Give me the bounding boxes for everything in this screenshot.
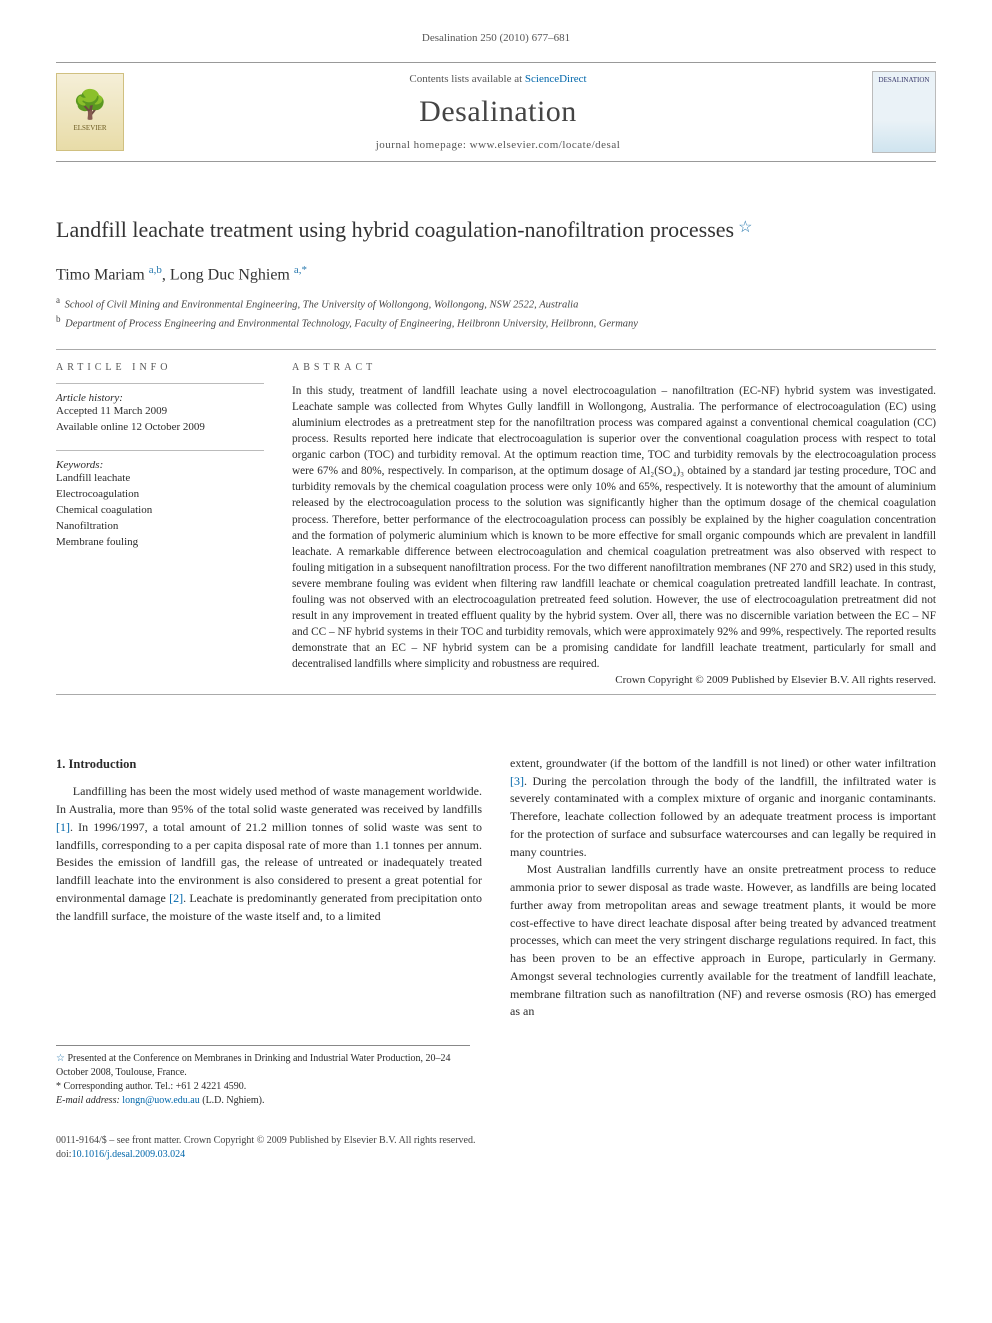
keywords-label: Keywords: — [56, 459, 264, 471]
keyword-1: Landfill leachate — [56, 471, 264, 487]
corresponding-marker: * — [302, 264, 308, 276]
author-2-affil: a, — [294, 264, 302, 276]
footnote-corr-text: Corresponding author. Tel.: +61 2 4221 4… — [64, 1081, 247, 1092]
author-1-name: Timo Mariam — [56, 266, 149, 283]
author-2-name: , Long Duc Nghiem — [162, 266, 294, 283]
footnote-presented-text: Presented at the Conference on Membranes… — [56, 1053, 451, 1078]
intro-para-1: Landfilling has been the most widely use… — [56, 783, 482, 925]
info-rule-1 — [56, 383, 264, 384]
elsevier-logo: 🌳 ELSEVIER — [56, 73, 124, 151]
journal-cover-label: DESALINATION — [879, 76, 930, 84]
article-title-block: Landfill leachate treatment using hybrid… — [56, 216, 936, 331]
contents-prefix: Contents lists available at — [409, 73, 524, 85]
footnote-email: E-mail address: longn@uow.edu.au (L.D. N… — [56, 1094, 470, 1108]
keyword-3: Chemical coagulation — [56, 503, 264, 519]
history-label: Article history: — [56, 392, 264, 404]
journal-cover-thumb: DESALINATION — [872, 71, 936, 153]
intro-para-3: Most Australian landfills currently have… — [510, 861, 936, 1021]
doi-label: doi: — [56, 1149, 72, 1160]
affiliations: a School of Civil Mining and Environment… — [56, 294, 936, 331]
homepage-url: www.elsevier.com/locate/desal — [470, 139, 621, 151]
abstract-column: ABSTRACT In this study, treatment of lan… — [292, 362, 936, 686]
running-head: Desalination 250 (2010) 677–681 — [56, 32, 936, 44]
abstract-text: In this study, treatment of landfill lea… — [292, 383, 936, 672]
body-two-column: 1. Introduction Landfilling has been the… — [56, 755, 936, 1021]
elsevier-logo-label: ELSEVIER — [73, 124, 106, 132]
journal-name: Desalination — [136, 95, 860, 129]
footnotes: ☆ Presented at the Conference on Membran… — [56, 1045, 470, 1108]
rule-mid — [56, 694, 936, 695]
title-footnote-marker: ☆ — [738, 219, 752, 236]
footnote-corr-marker: * — [56, 1081, 61, 1092]
keyword-4: Nanofiltration — [56, 519, 264, 535]
sciencedirect-link[interactable]: ScienceDirect — [525, 73, 587, 85]
footnote-star-icon: ☆ — [56, 1053, 65, 1064]
info-rule-2 — [56, 450, 264, 451]
section-1-heading: 1. Introduction — [56, 755, 482, 774]
abstract-heading: ABSTRACT — [292, 362, 936, 373]
history-online: Available online 12 October 2009 — [56, 420, 264, 436]
contents-line: Contents lists available at ScienceDirec… — [136, 73, 860, 85]
article-info-heading: ARTICLE INFO — [56, 362, 264, 373]
affiliation-b: b Department of Process Engineering and … — [56, 313, 936, 332]
journal-homepage: journal homepage: www.elsevier.com/locat… — [136, 139, 860, 151]
authors-line: Timo Mariam a,b, Long Duc Nghiem a,* — [56, 264, 936, 284]
abstract-copyright: Crown Copyright © 2009 Published by Else… — [292, 674, 936, 686]
elsevier-tree-icon: 🌳 — [73, 92, 108, 120]
affiliation-a: a School of Civil Mining and Environment… — [56, 294, 936, 313]
intro-para-2: extent, groundwater (if the bottom of th… — [510, 755, 936, 862]
email-label: E-mail address: — [56, 1095, 122, 1106]
keywords-list: Landfill leachate Electrocoagulation Che… — [56, 471, 264, 551]
email-suffix: (L.D. Nghiem). — [200, 1095, 265, 1106]
affil-marker-a: a — [56, 295, 60, 305]
footer-doi: doi:10.1016/j.desal.2009.03.024 — [56, 1148, 936, 1162]
keyword-2: Electrocoagulation — [56, 487, 264, 503]
email-link[interactable]: longn@uow.edu.au — [122, 1095, 199, 1106]
doi-link[interactable]: 10.1016/j.desal.2009.03.024 — [72, 1149, 186, 1160]
rule-top — [56, 349, 936, 350]
footnote-presented: ☆ Presented at the Conference on Membran… — [56, 1052, 470, 1080]
journal-masthead: 🌳 ELSEVIER Contents lists available at S… — [56, 62, 936, 162]
article-title: Landfill leachate treatment using hybrid… — [56, 217, 734, 242]
masthead-center: Contents lists available at ScienceDirec… — [136, 73, 860, 151]
footer-copyright: 0011-9164/$ – see front matter. Crown Co… — [56, 1134, 936, 1148]
keyword-5: Membrane fouling — [56, 535, 264, 551]
history-accepted: Accepted 11 March 2009 — [56, 404, 264, 420]
affil-marker-b: b — [56, 314, 61, 324]
affil-text-a: School of Civil Mining and Environmental… — [65, 299, 579, 310]
author-1-affil: a,b — [149, 264, 162, 276]
page-footer: 0011-9164/$ – see front matter. Crown Co… — [56, 1134, 936, 1162]
article-info-column: ARTICLE INFO Article history: Accepted 1… — [56, 362, 264, 686]
homepage-label: journal homepage: — [376, 139, 470, 151]
footnote-corresponding: * Corresponding author. Tel.: +61 2 4221… — [56, 1080, 470, 1094]
affil-text-b: Department of Process Engineering and En… — [65, 318, 638, 329]
